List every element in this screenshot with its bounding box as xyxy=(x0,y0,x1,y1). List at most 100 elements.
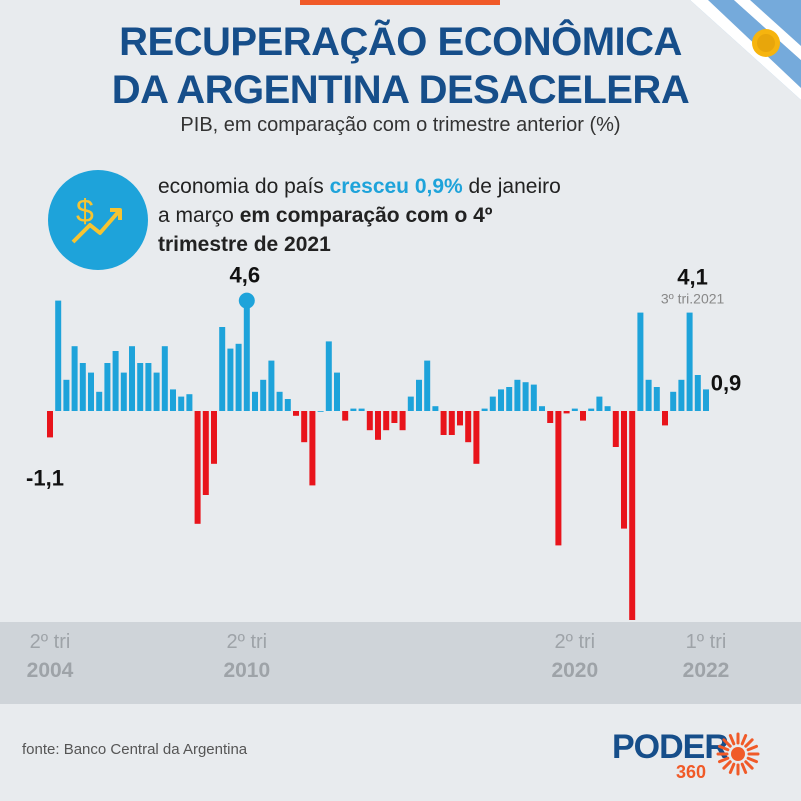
bar-22 xyxy=(227,348,234,411)
bar-76 xyxy=(670,391,677,411)
bar-46 xyxy=(424,360,431,411)
x-tick-year: 2010 xyxy=(223,659,271,682)
bar-60 xyxy=(539,406,545,411)
bar-72 xyxy=(637,312,644,411)
x-tick-1: 2º tri 2010 xyxy=(207,630,287,684)
x-axis-band xyxy=(0,622,801,704)
x-tick-year: 2020 xyxy=(551,659,599,682)
bar-13 xyxy=(153,372,160,411)
bar-32 xyxy=(309,411,316,486)
bar-42 xyxy=(391,411,398,423)
bar-24 xyxy=(243,300,250,411)
bar-4 xyxy=(79,363,86,411)
bar-53 xyxy=(481,408,488,411)
bar-49 xyxy=(448,411,455,435)
bar-1 xyxy=(55,300,62,411)
highlight-p3: de janeiro a março xyxy=(158,175,561,227)
bar-17 xyxy=(186,394,193,411)
bar-74 xyxy=(653,387,660,411)
bar-65 xyxy=(580,411,586,421)
bar-29 xyxy=(284,399,291,411)
bar-63 xyxy=(563,411,570,414)
bar-50 xyxy=(457,411,463,426)
bar-18 xyxy=(194,411,201,524)
bar-0 xyxy=(47,411,53,438)
bar-35 xyxy=(334,372,340,411)
bar-67 xyxy=(596,396,603,411)
page-title-line2: DA ARGENTINA DESACELERA xyxy=(111,68,690,112)
highlight-growth: cresceu 0,9% xyxy=(329,175,463,198)
bar-52 xyxy=(473,411,480,464)
bar-15 xyxy=(170,389,176,411)
bar-38 xyxy=(358,408,365,411)
bar-16 xyxy=(178,396,185,411)
bar-44 xyxy=(407,396,414,411)
bar-37 xyxy=(350,408,357,411)
poder360-logo: PODER 360 xyxy=(612,728,782,788)
svg-text:$: $ xyxy=(76,193,94,229)
data-label-0: -1,1 xyxy=(26,465,64,490)
bar-20 xyxy=(211,411,217,464)
bar-23 xyxy=(235,343,242,411)
bar-30 xyxy=(293,411,299,416)
bar-78 xyxy=(686,312,693,411)
bar-19 xyxy=(202,411,209,495)
bar-48 xyxy=(440,411,447,435)
x-tick-2: 2º tri 2020 xyxy=(535,630,615,684)
bar-33 xyxy=(317,411,324,412)
x-tick-quarter: 2º tri xyxy=(29,631,71,653)
bar-71 xyxy=(629,411,636,620)
bar-54 xyxy=(489,396,496,411)
bar-25 xyxy=(252,391,258,411)
bar-79 xyxy=(694,375,701,411)
bar-11 xyxy=(137,363,144,411)
bar-3 xyxy=(71,346,78,411)
data-sublabel-3: 3º tri.2021 xyxy=(661,291,725,307)
bar-64 xyxy=(571,408,578,411)
bar-51 xyxy=(465,411,472,443)
bar-77 xyxy=(678,379,685,411)
x-tick-year: 2004 xyxy=(26,659,74,682)
bar-26 xyxy=(260,379,267,411)
bar-59 xyxy=(530,384,537,411)
logo-text: PODER xyxy=(612,728,729,766)
bar-8 xyxy=(112,351,119,411)
bar-36 xyxy=(342,411,349,421)
bar-14 xyxy=(161,346,168,411)
bar-73 xyxy=(645,379,652,411)
data-label-4: 0,9 xyxy=(711,370,742,395)
bar-58 xyxy=(522,382,529,411)
highlight-comparison: em comparação com o 4º trimestre de 2021 xyxy=(158,204,493,256)
bar-2 xyxy=(63,379,70,411)
bar-21 xyxy=(219,327,226,411)
argentina-flag-icon xyxy=(690,0,801,100)
bar-28 xyxy=(276,391,283,411)
bar-55 xyxy=(498,389,504,411)
bar-40 xyxy=(375,411,381,440)
bar-61 xyxy=(547,411,554,423)
bar-56 xyxy=(506,387,513,411)
page-subtitle: PIB, em comparação com o trimestre anter… xyxy=(180,114,621,136)
x-tick-quarter: 2º tri xyxy=(226,631,268,653)
bar-12 xyxy=(145,363,152,411)
x-tick-quarter: 2º tri xyxy=(554,631,596,653)
bar-7 xyxy=(104,363,111,411)
page-title-line1: RECUPERAÇÃO ECONÔMICA xyxy=(119,20,682,64)
bar-6 xyxy=(96,391,103,411)
bar-66 xyxy=(588,408,595,411)
bar-80 xyxy=(703,389,709,411)
x-tick-year: 2022 xyxy=(682,659,730,682)
bar-31 xyxy=(301,411,308,443)
bar-69 xyxy=(612,411,619,447)
bar-70 xyxy=(621,411,627,529)
bar-10 xyxy=(129,346,135,411)
x-tick-0: 2º tri 2004 xyxy=(10,630,90,684)
bar-41 xyxy=(383,411,390,431)
dollar-growth-icon: $ xyxy=(48,170,148,270)
bar-43 xyxy=(399,411,406,431)
bar-57 xyxy=(514,379,521,411)
sun-rays-icon xyxy=(716,732,760,776)
bar-9 xyxy=(120,372,127,411)
bar-39 xyxy=(366,411,373,431)
highlight-p1: economia do país xyxy=(158,175,330,198)
